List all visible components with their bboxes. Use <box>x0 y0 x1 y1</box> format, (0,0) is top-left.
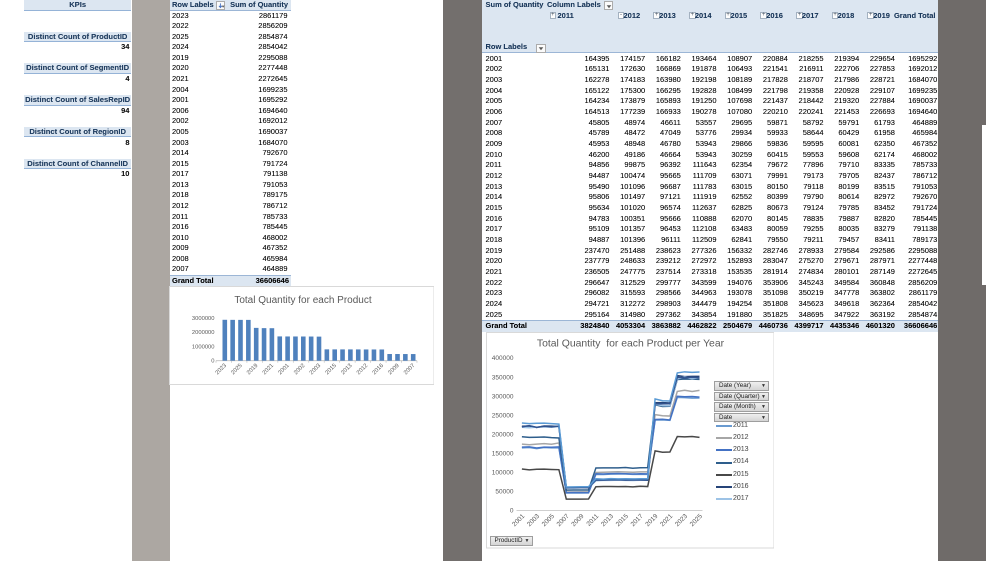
svg-text:50000: 50000 <box>495 489 513 496</box>
svg-text:300000: 300000 <box>491 393 513 400</box>
svg-text:200000: 200000 <box>491 431 513 438</box>
svg-text:100000: 100000 <box>491 470 513 477</box>
svg-text:400000: 400000 <box>491 355 513 362</box>
svg-text:2000000: 2000000 <box>191 330 214 336</box>
svg-text:150000: 150000 <box>491 451 513 458</box>
svg-text:0: 0 <box>211 358 214 364</box>
svg-text:250000: 250000 <box>491 412 513 419</box>
svg-text:3000000: 3000000 <box>191 315 214 321</box>
svg-text:350000: 350000 <box>491 374 513 381</box>
svg-text:0: 0 <box>509 508 513 515</box>
svg-text:Total Quantity for each Produc: Total Quantity for each Product <box>234 295 372 306</box>
svg-text:Total Quantity for each Produ: Total Quantity for each Product per Year <box>536 339 724 350</box>
svg-text:1000000: 1000000 <box>191 344 214 350</box>
